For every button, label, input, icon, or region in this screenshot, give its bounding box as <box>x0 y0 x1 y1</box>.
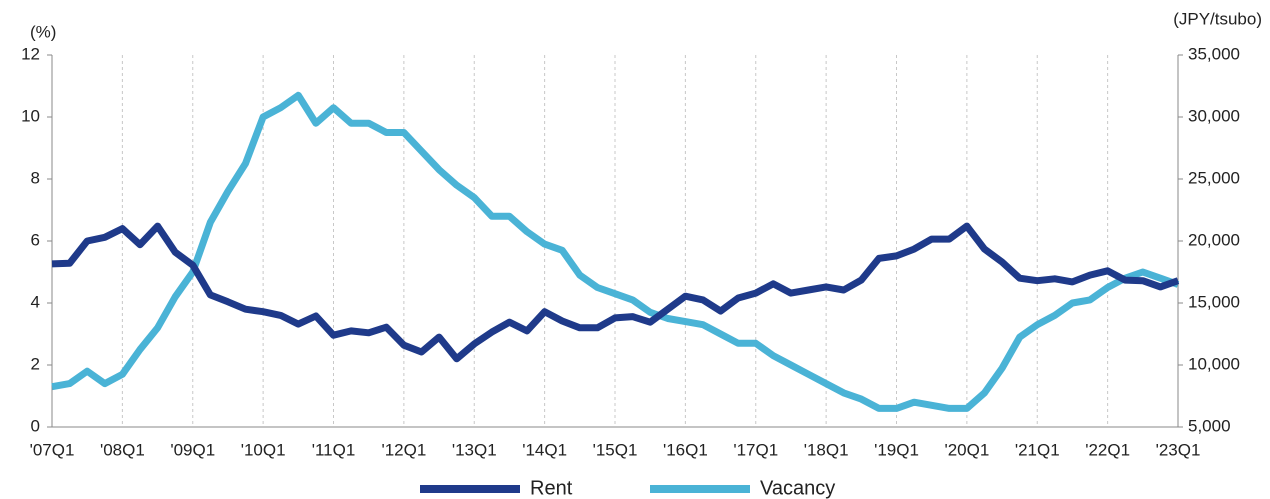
x-tick-label: '15Q1 <box>593 440 638 459</box>
y-axis-label: (%) <box>30 22 56 41</box>
x-tick-label: '12Q1 <box>381 440 426 459</box>
y-tick-label: 0 <box>31 416 40 435</box>
x-tick-label: '14Q1 <box>522 440 567 459</box>
legend-label: Vacancy <box>760 477 835 499</box>
x-tick-label: '21Q1 <box>1015 440 1060 459</box>
y2-tick-label: 15,000 <box>1188 292 1240 311</box>
y2-axis-label: (JPY/tsubo) <box>1173 9 1262 28</box>
y2-tick-label: 5,000 <box>1188 416 1231 435</box>
x-tick-label: '13Q1 <box>452 440 497 459</box>
y-tick-label: 2 <box>31 354 40 373</box>
x-tick-label: '16Q1 <box>663 440 708 459</box>
y2-tick-label: 30,000 <box>1188 106 1240 125</box>
x-tick-label: '17Q1 <box>733 440 778 459</box>
y-tick-label: 6 <box>31 230 40 249</box>
y2-tick-label: 20,000 <box>1188 230 1240 249</box>
series-line <box>51 91 1180 412</box>
x-tick-label: '08Q1 <box>100 440 145 459</box>
y-tick-label: 10 <box>21 106 40 125</box>
y2-tick-label: 25,000 <box>1188 168 1240 187</box>
y-tick-label: 8 <box>31 168 40 187</box>
x-tick-label: '07Q1 <box>30 440 75 459</box>
x-tick-label: '20Q1 <box>944 440 989 459</box>
y-tick-label: 12 <box>21 44 40 63</box>
x-tick-label: '19Q1 <box>874 440 919 459</box>
series-line <box>51 222 1180 363</box>
x-tick-label: '10Q1 <box>241 440 286 459</box>
y-tick-label: 4 <box>31 292 40 311</box>
legend-label: Rent <box>530 477 573 499</box>
y2-tick-label: 35,000 <box>1188 44 1240 63</box>
x-tick-label: '22Q1 <box>1085 440 1130 459</box>
y2-tick-label: 10,000 <box>1188 354 1240 373</box>
x-tick-label: '18Q1 <box>804 440 849 459</box>
x-tick-label: '09Q1 <box>170 440 215 459</box>
x-tick-label: '11Q1 <box>312 440 356 459</box>
x-tick-label: '23Q1 <box>1156 440 1201 459</box>
